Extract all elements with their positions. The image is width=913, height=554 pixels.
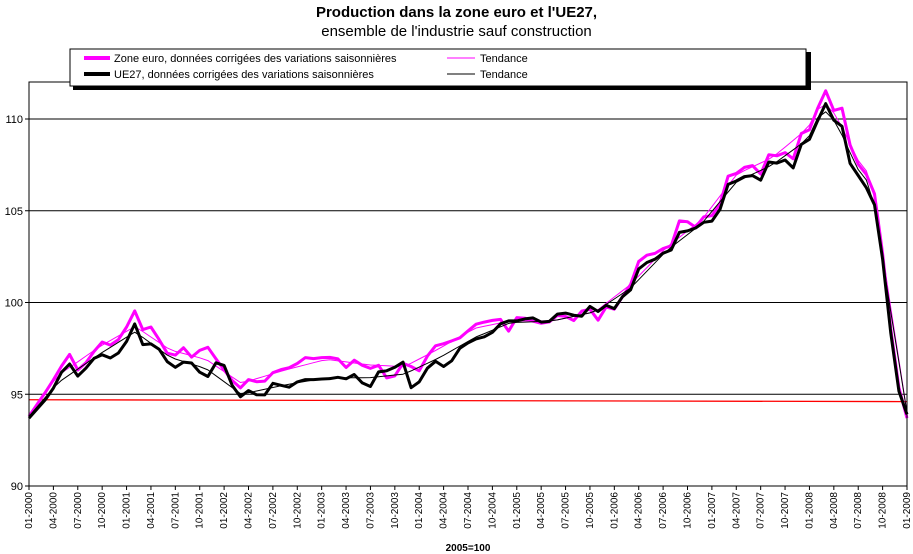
series-lines — [27, 89, 909, 420]
x-tick-label: 07-2006 — [658, 492, 669, 529]
x-tick-label: 04-2007 — [731, 492, 742, 529]
series-line-eu27 — [27, 102, 909, 420]
chart-subtitle: ensemble de l'industrie sauf constructio… — [321, 23, 592, 40]
series-line-eurozone-trend — [28, 104, 908, 417]
gridlines — [29, 118, 907, 487]
x-tick-label: 01-2004 — [414, 492, 425, 529]
x-tick-label: 10-2004 — [487, 492, 498, 529]
x-tick-label: 01-2007 — [707, 492, 718, 529]
x-tick-label: 04-2004 — [439, 492, 450, 529]
series-line-eurozone — [27, 89, 909, 419]
y-tick-label: 95 — [11, 389, 23, 401]
legend-box — [69, 48, 807, 87]
reference-line — [28, 399, 908, 403]
x-tick-label: 07-2000 — [73, 492, 84, 529]
x-tick-label: 04-2003 — [341, 492, 352, 529]
y-tick-label: 105 — [5, 206, 23, 218]
x-tick-label: 01-2003 — [317, 492, 328, 529]
y-tick-label: 110 — [5, 114, 23, 126]
series-line-eu27-trend — [28, 111, 908, 417]
x-tick-label: 04-2008 — [829, 492, 840, 529]
x-tick-label: 07-2001 — [170, 492, 181, 529]
x-tick-label: 10-2000 — [97, 492, 108, 529]
legend-label-eurozone: Zone euro, données corrigées des variati… — [114, 53, 397, 65]
x-tick-label: 01-2006 — [609, 492, 620, 529]
x-tick-label: 04-2002 — [244, 492, 255, 529]
x-tick-label: 07-2002 — [268, 492, 279, 529]
x-tick-label: 10-2003 — [390, 492, 401, 529]
y-tick-label: 100 — [5, 298, 23, 310]
x-tick-label: 07-2008 — [853, 492, 864, 529]
x-tick-label: 01-2001 — [122, 492, 133, 529]
x-tick-label: 10-2006 — [683, 492, 694, 529]
legend-label-eu27: UE27, données corrigées des variations s… — [114, 69, 374, 81]
x-tick-label: 10-2005 — [585, 492, 596, 529]
x-tick-label: 01-2005 — [512, 492, 523, 529]
chart-title: Production dans la zone euro et l'UE27, — [315, 4, 598, 21]
x-tick-label: 04-2001 — [146, 492, 157, 529]
x-axis-ticks: 01-2000 04-2000 07-2000 10-2000 01-2001 04-20… — [24, 486, 913, 529]
x-tick-label: 04-2005 — [536, 492, 547, 529]
x-tick-label: 04-2006 — [634, 492, 645, 529]
legend-label-eu27-trend: Tendance — [480, 69, 528, 81]
x-tick-label: 01-2009 — [902, 492, 913, 529]
x-tick-label: 07-2005 — [561, 492, 572, 529]
legend: Zone euro, données corrigées des variati… — [69, 48, 811, 90]
x-tick-label: 07-2007 — [756, 492, 767, 529]
x-tick-label: 10-2002 — [292, 492, 303, 529]
y-tick-label: 90 — [11, 481, 23, 493]
x-tick-label: 01-2000 — [24, 492, 35, 529]
x-tick-label: 10-2007 — [780, 492, 791, 529]
x-axis-label: 2005=100 — [446, 543, 491, 554]
x-tick-label: 04-2000 — [48, 492, 59, 529]
x-tick-label: 01-2002 — [219, 492, 230, 529]
x-tick-label: 01-2008 — [804, 492, 815, 529]
x-tick-label: 10-2008 — [878, 492, 889, 529]
y-axis-ticks: 90 95 100 105 110 — [5, 114, 29, 493]
x-tick-label: 07-2004 — [463, 492, 474, 529]
legend-label-eurozone-trend: Tendance — [480, 53, 528, 65]
x-tick-label: 10-2001 — [195, 492, 206, 529]
x-tick-label: 07-2003 — [365, 492, 376, 529]
plot-frame — [28, 81, 908, 487]
